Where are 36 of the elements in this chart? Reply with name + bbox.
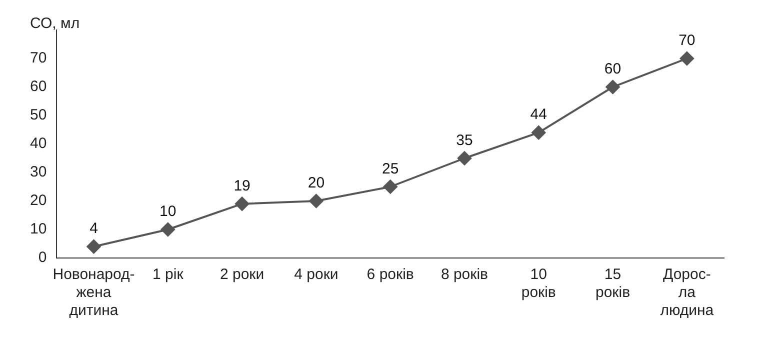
point: [160, 222, 175, 236]
x-tick-label: Новонарод- жена дитина: [52, 266, 135, 320]
data-label: 44: [530, 106, 547, 124]
point: [383, 180, 398, 194]
x-tick-label: 2 роки: [220, 266, 264, 284]
point: [457, 151, 472, 166]
data-label: 19: [234, 177, 250, 194]
x-tick-label: 6 років: [366, 266, 414, 284]
point: [532, 126, 546, 140]
point: [235, 196, 250, 211]
x-tick-label: 15 років: [596, 266, 630, 302]
data-label: 20: [308, 174, 325, 192]
x-tick-label: 4 роки: [294, 266, 338, 284]
y-tick-label: 0: [38, 249, 47, 266]
data-label: 60: [604, 60, 622, 78]
y-tick-label: 40: [30, 135, 47, 152]
data-label: 25: [382, 160, 399, 178]
x-tick-label: Дорос- ла людина: [660, 266, 714, 320]
data-label: 4: [90, 220, 98, 238]
x-tick-label: 8 років: [440, 266, 488, 284]
y-tick-label: 30: [30, 164, 47, 181]
point: [86, 240, 101, 254]
y-axis-title: СО, мл: [30, 15, 80, 32]
y-tick-label: 50: [30, 106, 47, 124]
point: [680, 52, 694, 66]
y-tick-label: 10: [30, 220, 47, 238]
x-tick-label: 10 років: [521, 266, 556, 302]
data-label: 70: [678, 32, 696, 50]
y-tick-label: 60: [30, 78, 47, 96]
y-tick-label: 20: [30, 192, 47, 210]
y-tick-label: 70: [30, 50, 47, 67]
point: [606, 80, 620, 94]
x-tick-label: 1 рік: [152, 266, 184, 284]
point: [309, 194, 324, 208]
data-label: 35: [456, 132, 473, 149]
data-label: 10: [160, 203, 176, 220]
